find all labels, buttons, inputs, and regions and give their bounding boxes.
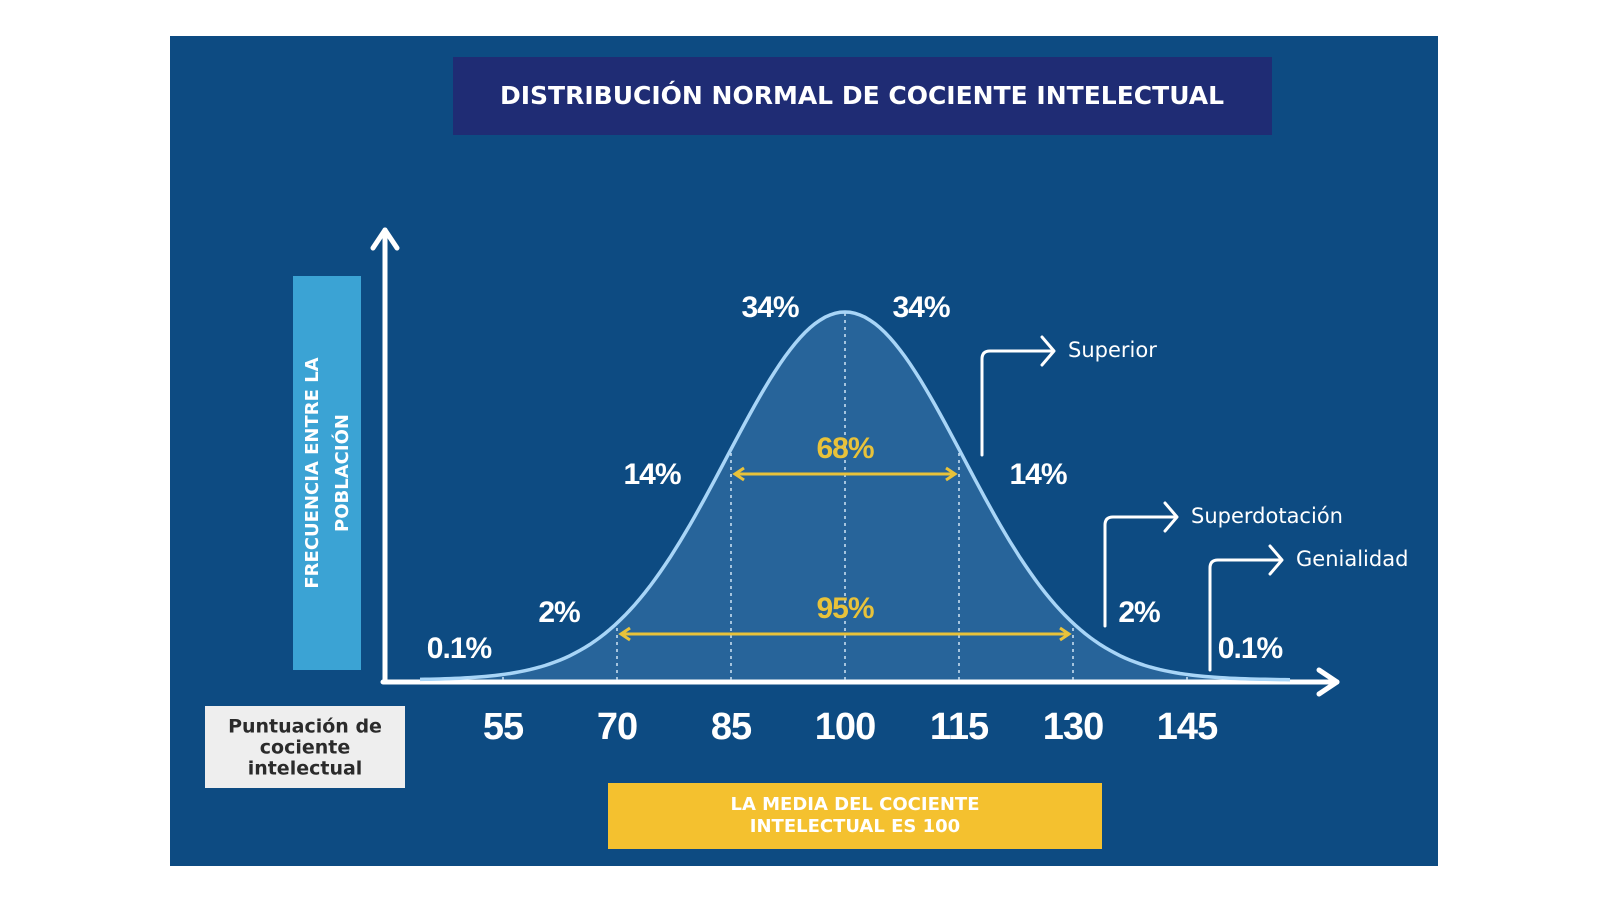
curve (419, 310, 1291, 682)
band-label: 0.1% (1218, 632, 1283, 665)
x-axis-label: Puntuación de (228, 716, 382, 738)
x-axis-label: intelectual (248, 758, 363, 780)
note: LA MEDIA DEL COCIENTE (730, 794, 979, 815)
range-arrow (732, 466, 958, 482)
band-label: 34% (741, 291, 798, 324)
x-tick-label: 55 (483, 706, 524, 748)
x-label-box (205, 706, 405, 788)
range-label: 68% (816, 432, 873, 465)
x-tick-label: 115 (930, 706, 989, 748)
range-head (618, 626, 631, 642)
axes (370, 227, 1340, 697)
band-label: 14% (1009, 458, 1066, 491)
x-axis-label: cociente (260, 737, 350, 759)
band-label: 2% (1118, 596, 1160, 629)
note-box (608, 783, 1102, 849)
x-tick-label: 130 (1043, 706, 1103, 748)
x-axis-arrow (1316, 667, 1340, 697)
y-label-box (293, 276, 361, 670)
annotation-arrow (1208, 544, 1284, 672)
note: INTELECTUAL ES 100 (750, 816, 960, 837)
band-label: 34% (892, 291, 949, 324)
curve-area (420, 312, 1290, 680)
band-label: 14% (623, 458, 680, 491)
x-tick-label: 70 (597, 706, 637, 748)
x-tick-label: 85 (711, 706, 752, 748)
annotation-label: Superdotación (1191, 504, 1343, 528)
title-box (453, 57, 1272, 135)
annotation-label: Superior (1068, 338, 1157, 362)
annotation-arrow (980, 335, 1056, 457)
y-axis-label: POBLACIÓN (331, 414, 353, 532)
range-head (732, 466, 745, 482)
range-head (945, 466, 958, 482)
y-axis-arrow (370, 227, 400, 251)
annotation-label: Genialidad (1296, 547, 1408, 571)
x-tick-label: 100 (815, 706, 875, 748)
annotation-arrow (1103, 501, 1179, 628)
range-arrow (618, 626, 1072, 642)
band-label: 0.1% (427, 632, 492, 665)
x-tick-label: 145 (1157, 706, 1218, 748)
range-label: 95% (816, 592, 873, 625)
band-label: 2% (538, 596, 580, 629)
chart-title: DISTRIBUCIÓN NORMAL DE COCIENTE INTELECT… (500, 80, 1224, 110)
range-head (1059, 626, 1072, 642)
y-axis-label: FRECUENCIA ENTRE LA (302, 357, 323, 588)
